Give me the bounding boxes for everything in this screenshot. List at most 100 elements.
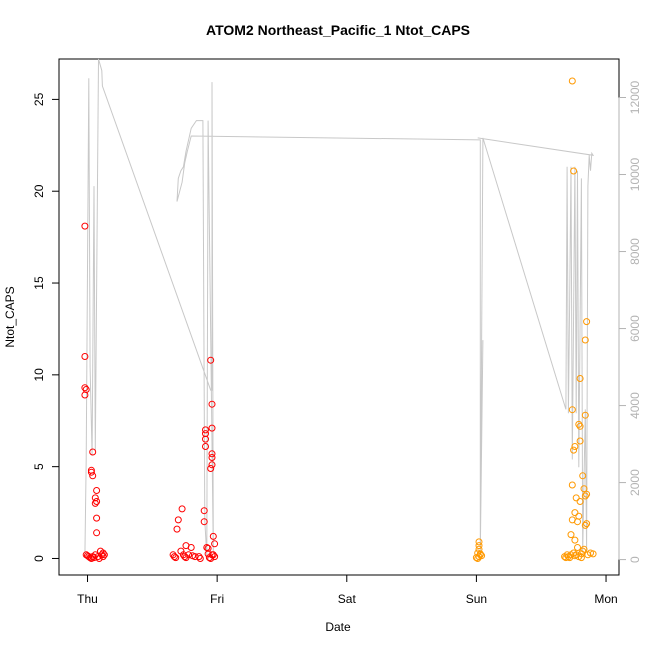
x-axis-label: Date <box>325 620 351 634</box>
data-point-red <box>202 443 209 450</box>
data-point-red <box>81 391 89 399</box>
y-tick-label: 25 <box>32 92 46 106</box>
data-point-red <box>89 472 97 480</box>
y-tick-label: 20 <box>32 184 46 198</box>
data-point-red <box>208 400 216 408</box>
data-point-red <box>182 554 190 562</box>
data-point-red <box>178 505 186 513</box>
data-point-red <box>196 555 204 562</box>
data-point-red <box>209 532 217 540</box>
data-point-red <box>208 450 216 458</box>
data-point-orange <box>576 498 584 505</box>
data-point-orange <box>574 518 581 526</box>
y-tick-label: 10 <box>32 368 46 382</box>
data-point-red <box>203 544 211 551</box>
data-point-red <box>208 454 216 461</box>
data-point-orange <box>577 554 585 562</box>
data-point-red <box>207 555 215 562</box>
chart-title: ATOM2 Northeast_Pacific_1 Ntot_CAPS <box>206 22 470 38</box>
y2-tick-label: 2000 <box>628 469 642 496</box>
data-point-red <box>99 549 107 557</box>
x-tick-label: Fri <box>210 592 224 606</box>
data-point-orange <box>475 538 483 546</box>
data-point-orange <box>571 443 579 450</box>
data-point-orange <box>581 336 589 344</box>
data-point-red <box>89 448 97 456</box>
data-point-red <box>208 424 216 432</box>
data-point-orange <box>581 492 589 500</box>
data-point-orange <box>570 446 578 454</box>
data-point-red <box>100 551 108 559</box>
data-points-layer <box>81 77 597 562</box>
data-point-orange <box>581 411 589 419</box>
data-point-orange <box>576 422 584 430</box>
data-point-red <box>181 553 189 561</box>
data-point-orange <box>574 544 581 551</box>
data-point-orange <box>583 490 591 498</box>
data-point-red <box>95 555 103 562</box>
data-point-orange <box>575 420 583 428</box>
data-point-orange <box>581 521 589 529</box>
data-point-red <box>207 356 215 364</box>
plot-frame <box>58 58 620 576</box>
data-point-orange <box>476 550 484 558</box>
data-point-orange <box>567 551 575 559</box>
data-point-orange <box>475 542 483 550</box>
x-tick-label: Sun <box>466 592 487 606</box>
y-tick-label: 0 <box>32 555 46 562</box>
data-point-red <box>93 487 101 494</box>
data-point-orange <box>583 318 591 326</box>
data-point-red <box>200 507 208 515</box>
data-point-red <box>170 553 178 561</box>
y2-tick-label: 0 <box>628 556 642 563</box>
y-axis-label: Ntot_CAPS <box>3 286 17 347</box>
y-tick-label: 15 <box>32 276 46 290</box>
data-point-orange <box>568 77 576 85</box>
data-point-red <box>202 430 209 438</box>
y2-tick-label: 6000 <box>628 315 642 342</box>
x-axis: Thu Fri Sat Sun Mon <box>77 574 618 606</box>
data-point-orange <box>576 375 584 382</box>
data-point-red <box>87 468 95 476</box>
data-point-red <box>207 465 215 472</box>
y2-tick-label: 8000 <box>628 238 642 265</box>
x-tick-label: Sat <box>338 592 357 606</box>
data-point-orange <box>571 536 579 544</box>
data-point-red <box>93 498 101 505</box>
data-point-red <box>189 552 196 560</box>
y2-tick-label: 12000 <box>628 80 642 114</box>
data-point-orange <box>572 494 580 502</box>
data-point-orange <box>568 406 576 414</box>
data-point-orange <box>589 550 597 558</box>
data-point-red <box>187 544 195 551</box>
data-point-red <box>211 540 219 548</box>
data-point-orange <box>571 552 579 560</box>
data-point-red <box>208 461 216 469</box>
data-point-red <box>81 353 89 360</box>
data-point-red <box>208 551 216 559</box>
x-tick-label: Thu <box>77 592 98 606</box>
data-point-orange <box>580 485 588 493</box>
data-point-red <box>202 426 209 434</box>
secondary-line-layer <box>84 58 595 556</box>
data-point-red <box>169 551 177 559</box>
data-point-orange <box>571 509 579 517</box>
data-point-red <box>93 529 101 537</box>
data-point-red <box>81 222 89 230</box>
data-point-red <box>173 525 181 533</box>
data-point-red <box>87 555 95 562</box>
data-point-orange <box>570 167 578 175</box>
data-point-red <box>174 516 182 524</box>
data-point-red <box>99 553 107 561</box>
data-point-red <box>81 384 89 392</box>
data-point-orange <box>568 481 576 489</box>
y2-tick-label: 10000 <box>628 158 642 192</box>
data-point-orange <box>576 437 584 445</box>
data-point-orange <box>579 472 587 480</box>
x-tick-label: Mon <box>594 592 617 606</box>
data-point-red <box>91 499 99 507</box>
data-point-red <box>200 518 208 526</box>
secondary-y-axis: 0 2000 4000 6000 8000 10000 12000 <box>618 80 642 563</box>
data-point-red <box>195 553 203 561</box>
